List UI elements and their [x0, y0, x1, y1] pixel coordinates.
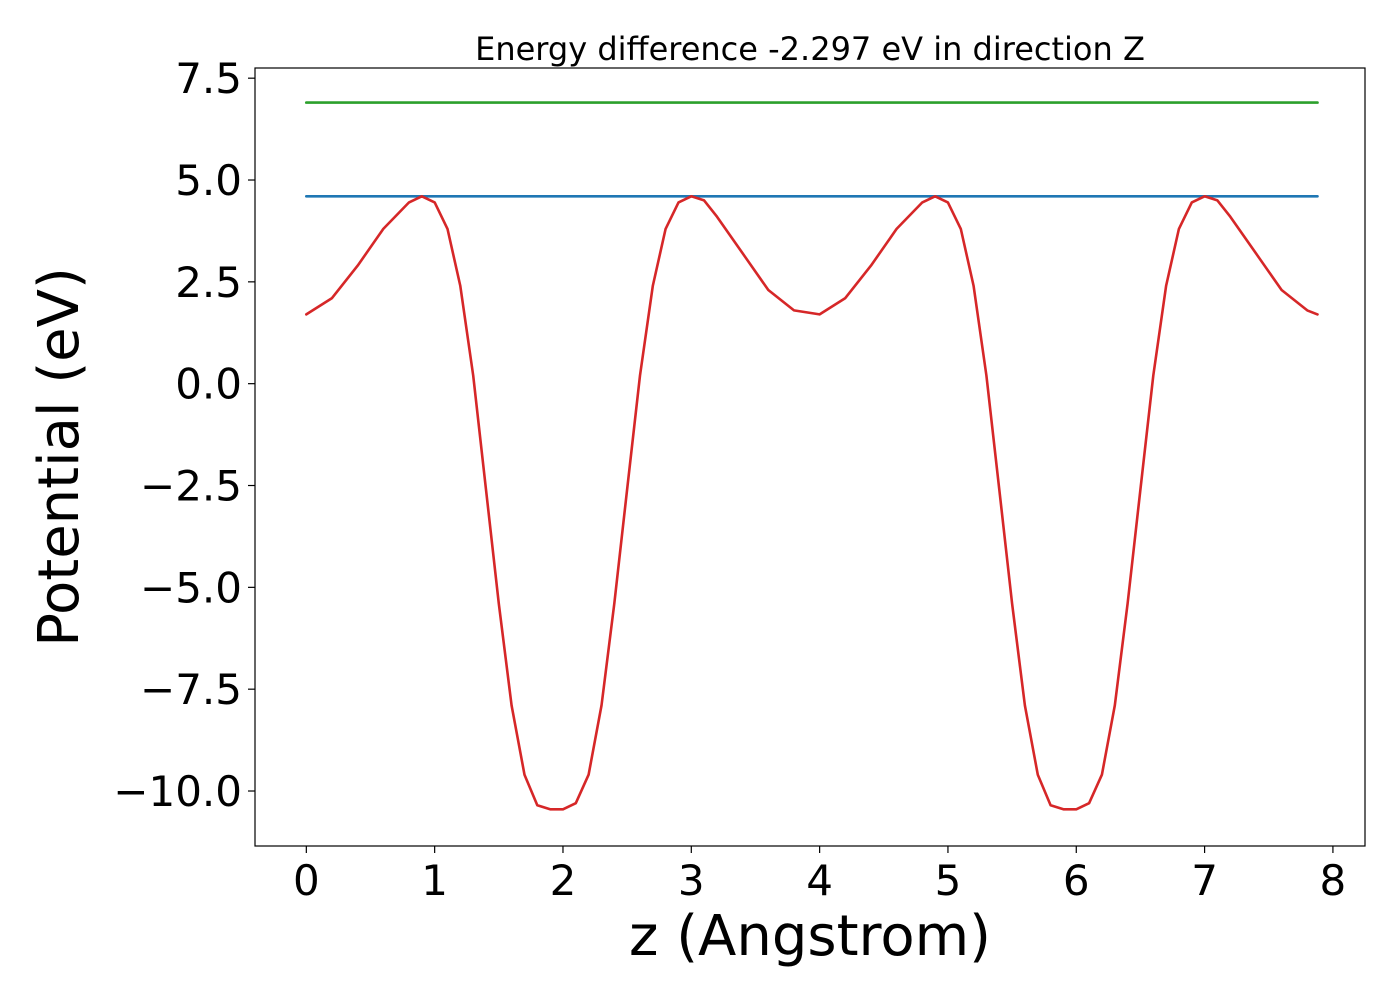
- y-tick-label: 0.0: [175, 360, 242, 409]
- x-tick-label: 2: [550, 856, 577, 905]
- x-tick-label: 8: [1320, 856, 1347, 905]
- y-axis-label: Potential (eV): [27, 267, 92, 647]
- y-tick-label: −7.5: [140, 665, 242, 714]
- x-tick-label: 5: [935, 856, 962, 905]
- y-tick-label: 2.5: [175, 258, 242, 307]
- plot-frame: [254, 67, 1366, 847]
- x-tick-label: 1: [421, 856, 448, 905]
- x-tick-label: 3: [678, 856, 705, 905]
- y-tick-label: −5.0: [140, 563, 242, 612]
- y-tick-label: −10.0: [113, 767, 242, 816]
- x-tick-label: 4: [806, 856, 833, 905]
- y-axis: 7.5 5.0 2.5 0.0 −2.5 −5.0 −7.5 −10.0: [113, 54, 255, 816]
- x-tick-label: 7: [1191, 856, 1218, 905]
- y-tick-label: 5.0: [175, 156, 242, 205]
- y-tick-label: −2.5: [140, 462, 242, 511]
- x-axis-label: z (Angstrom): [629, 904, 991, 969]
- x-tick-label: 0: [293, 856, 320, 905]
- chart-title: Energy difference -2.297 eV in direction…: [475, 30, 1145, 68]
- series-line-2: [304, 195, 1319, 811]
- y-tick-label: 7.5: [175, 54, 242, 103]
- x-tick-label: 6: [1063, 856, 1090, 905]
- x-axis: 0 1 2 3 4 5 6 7 8: [293, 846, 1346, 905]
- plot-area: [304, 101, 1319, 811]
